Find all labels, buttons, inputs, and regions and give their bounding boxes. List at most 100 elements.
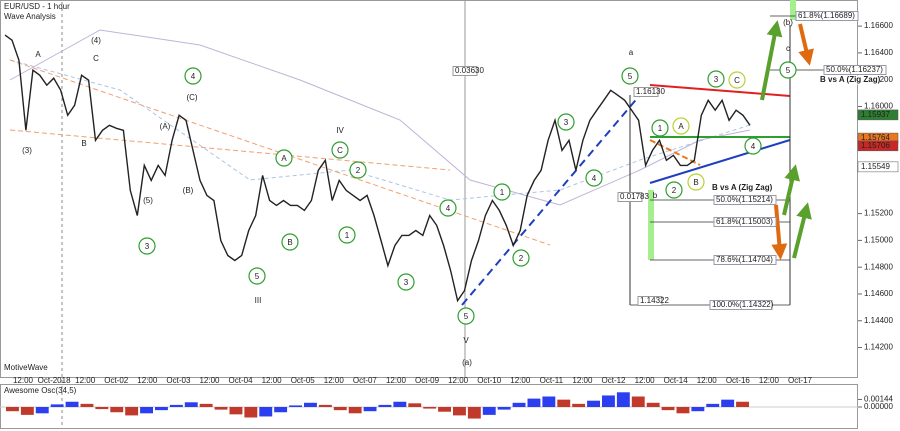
wave-label: B (693, 178, 698, 187)
osc-bar (35, 407, 49, 414)
chart-subtitle: Wave Analysis (4, 12, 56, 21)
scenario-arrows (760, 20, 814, 260)
measure-box (617, 192, 643, 202)
wave-label: B (81, 139, 86, 148)
osc-bar (602, 395, 615, 407)
price-tag-label: 1.15549 (861, 162, 890, 171)
watermark: MotiveWave (4, 363, 48, 372)
trend-line (9, 129, 451, 171)
y-tick-label: 1.16400 (864, 48, 893, 57)
x-tick-label: Oct-04 (229, 376, 254, 385)
wave-circle (457, 307, 475, 325)
wave-label: 3 (404, 278, 409, 287)
wave-circle (349, 161, 367, 179)
wave-label: 3 (564, 118, 569, 127)
osc-bar (80, 403, 94, 407)
trend-line (9, 59, 551, 246)
x-tick-label: Oct-12 (602, 376, 627, 385)
measure-label: 1.16130 (636, 87, 665, 96)
wave-label: 3 (714, 75, 719, 84)
fib-label-box (713, 217, 777, 227)
measure-box (637, 296, 663, 306)
trend-line (649, 139, 701, 166)
wave-circle (557, 113, 575, 131)
wave-label: 4 (592, 174, 597, 183)
price-tag (857, 161, 899, 173)
wave-circle (585, 169, 603, 187)
wave-label: (4) (91, 36, 101, 45)
price-tag (857, 109, 899, 121)
channel-line (649, 84, 791, 97)
x-tick-label: Oct-07 (353, 376, 378, 385)
x-tick-label: Oct-11 (540, 376, 564, 385)
osc-bar (259, 407, 273, 417)
x-tick-label: Oct-10 (477, 376, 502, 385)
x-tick-label: 12:00 (386, 376, 407, 385)
osc-bar (244, 407, 258, 418)
measure-box (452, 66, 478, 76)
osc-bar (646, 402, 660, 407)
wave-label: 4 (446, 204, 451, 213)
price-tag-label: 1.15706 (861, 141, 890, 150)
fib-label: 100.0%(1.14322) (712, 300, 774, 309)
osc-bar (125, 407, 139, 416)
fib-label: 61.8%(1.15003) (716, 217, 773, 226)
osc-bar (363, 407, 377, 412)
wave-circle (439, 199, 457, 217)
price-line (4, 34, 751, 303)
osc-bar (527, 398, 541, 407)
wave-circle (651, 119, 669, 137)
wave-label: 5 (464, 312, 469, 321)
x-tick-label: 12:00 (759, 376, 780, 385)
wave-circle (779, 61, 797, 79)
fib-label-box (823, 65, 887, 75)
wave-circle (281, 233, 299, 251)
wave-label: c (786, 44, 790, 53)
x-tick-label: Oct-05 (291, 376, 316, 385)
wave-label: (A) (160, 122, 171, 131)
wave-label: 1 (500, 188, 505, 197)
osc-tick-label: 0.00000 (864, 402, 893, 411)
wave-label: A (281, 154, 287, 163)
wave-label: III (255, 296, 262, 305)
y-tick-label: 1.16000 (864, 102, 893, 111)
osc-tick-label: 0.00144 (864, 395, 893, 404)
fib-label: B vs A (Zig Zag) (712, 183, 773, 192)
osc-bar (214, 407, 228, 410)
y-tick-label: 1.14200 (864, 343, 893, 352)
wave-label: (3) (22, 146, 32, 155)
osc-bar (453, 407, 466, 416)
wave-circle (665, 181, 683, 199)
trend-line (461, 94, 641, 306)
osc-bar (587, 400, 600, 407)
wave-circle (493, 183, 511, 201)
wave-label: 1 (658, 124, 663, 133)
chart-title: EUR/USD - 1 hour (4, 2, 70, 11)
target-zone (790, 0, 796, 20)
osc-bar (721, 399, 735, 407)
wave-circle (138, 237, 156, 255)
wave-label: (a) (462, 358, 472, 367)
fib-label-box (713, 195, 777, 205)
measure-label: 0.03630 (455, 66, 484, 75)
wave-label: IV (336, 126, 344, 135)
wave-label: 1 (345, 231, 350, 240)
wave-label: (b) (783, 18, 793, 27)
wave-label: C (93, 54, 99, 63)
wave-circle (184, 67, 202, 85)
osc-bar (184, 402, 198, 407)
osc-bar (65, 401, 79, 407)
osc-bar (304, 402, 317, 407)
fib-label: 50.0%(1.16237) (826, 65, 883, 74)
osc-bar (423, 407, 437, 409)
wave-label: A (35, 50, 41, 59)
price-tag-label: 1.15937 (861, 110, 890, 119)
x-tick-label: 12:00 (510, 376, 531, 385)
measure-label: 1.14322 (640, 296, 669, 305)
osc-bar (333, 407, 347, 411)
y-tick-label: 1.14400 (864, 316, 893, 325)
x-tick-label: 12:00 (448, 376, 469, 385)
x-tick-label: Oct-2018 (38, 376, 71, 385)
y-tick-label: 1.14800 (864, 262, 893, 271)
x-tick-label: 12:00 (697, 376, 718, 385)
